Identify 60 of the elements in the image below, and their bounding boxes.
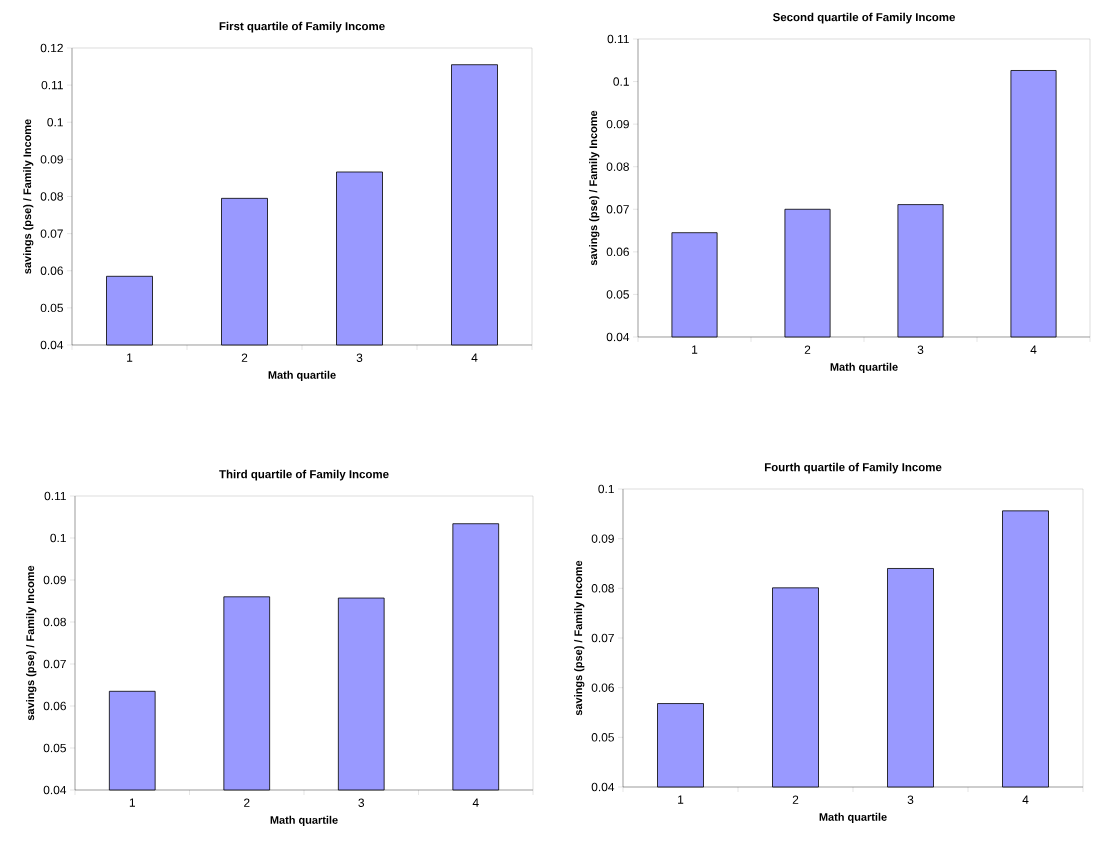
y-tick-label: 0.09 — [40, 155, 63, 164]
x-tick-label: 4 — [1022, 795, 1029, 804]
y-tick-label: 0.1 — [598, 484, 614, 494]
y-tick-label: 0.07 — [606, 205, 629, 214]
y-tick-label: 0.05 — [606, 290, 629, 299]
y-axis-title: savings (pse) / Family Income — [23, 119, 34, 274]
x-tick-label: 1 — [692, 345, 698, 354]
x-tick-label: 2 — [792, 795, 799, 804]
y-tick-label: 0.05 — [591, 733, 614, 742]
y-tick-label: 0.11 — [44, 491, 66, 501]
y-tick-label: 0.08 — [606, 162, 629, 171]
y-tick-label: 0.12 — [40, 43, 63, 53]
x-tick-label: 1 — [678, 795, 684, 804]
x-tick-label: 3 — [358, 798, 365, 807]
y-tick-label: 0.06 — [591, 683, 614, 692]
x-tick-label: 2 — [804, 345, 811, 354]
y-tick-label: 0.1 — [50, 533, 66, 543]
x-tick-label: 4 — [1030, 345, 1037, 354]
x-tick-label: 3 — [917, 345, 924, 354]
x-axis-title: Math quartile — [268, 370, 336, 382]
y-tick-label: 0.09 — [606, 119, 629, 129]
x-tick-label: 1 — [127, 353, 133, 362]
x-axis-title: Math quartile — [819, 812, 887, 824]
y-tick-label: 0.04 — [43, 785, 67, 795]
y-tick-label: 0.04 — [606, 332, 630, 342]
chart-title: Second quartile of Family Income — [772, 12, 955, 24]
y-tick-label: 0.09 — [43, 575, 66, 585]
chart-title: Fourth quartile of Family Income — [764, 462, 942, 474]
x-tick-label: 3 — [356, 353, 363, 362]
y-tick-label: 0.07 — [43, 659, 66, 669]
x-tick-label: 4 — [472, 798, 479, 807]
x-tick-label: 1 — [129, 798, 135, 807]
y-axis-title: savings (pse) / Family Income — [589, 110, 600, 266]
x-tick-label: 4 — [471, 353, 478, 362]
x-tick-label: 2 — [241, 353, 248, 362]
y-tick-label: 0.06 — [43, 701, 66, 711]
y-tick-label: 0.1 — [47, 118, 63, 127]
y-axis-title: savings (pse) / Family Income — [574, 560, 585, 716]
chart-title: First quartile of Family Income — [219, 21, 385, 33]
y-tick-label: 0.09 — [591, 534, 614, 543]
x-axis-title: Math quartile — [270, 815, 338, 827]
y-tick-label: 0.06 — [606, 247, 629, 257]
x-axis-title: Math quartile — [830, 362, 898, 374]
y-tick-label: 0.08 — [40, 192, 63, 201]
y-tick-label: 0.04 — [40, 340, 64, 350]
y-tick-label: 0.07 — [591, 633, 614, 643]
y-tick-label: 0.1 — [613, 77, 629, 86]
x-tick-label: 3 — [907, 795, 914, 804]
y-tick-label: 0.07 — [40, 229, 63, 238]
y-tick-label: 0.11 — [41, 80, 63, 90]
x-tick-label: 2 — [244, 798, 250, 807]
y-tick-label: 0.05 — [43, 743, 66, 753]
y-tick-label: 0.08 — [43, 617, 66, 627]
chart-title: Third quartile of Family Income — [219, 469, 389, 481]
y-tick-label: 0.04 — [591, 782, 615, 792]
y-tick-label: 0.11 — [607, 34, 629, 44]
y-tick-label: 0.05 — [40, 303, 63, 313]
y-tick-label: 0.08 — [591, 584, 614, 593]
y-axis-title: savings (pse) / Family Income — [26, 565, 37, 721]
y-tick-label: 0.06 — [40, 266, 63, 275]
